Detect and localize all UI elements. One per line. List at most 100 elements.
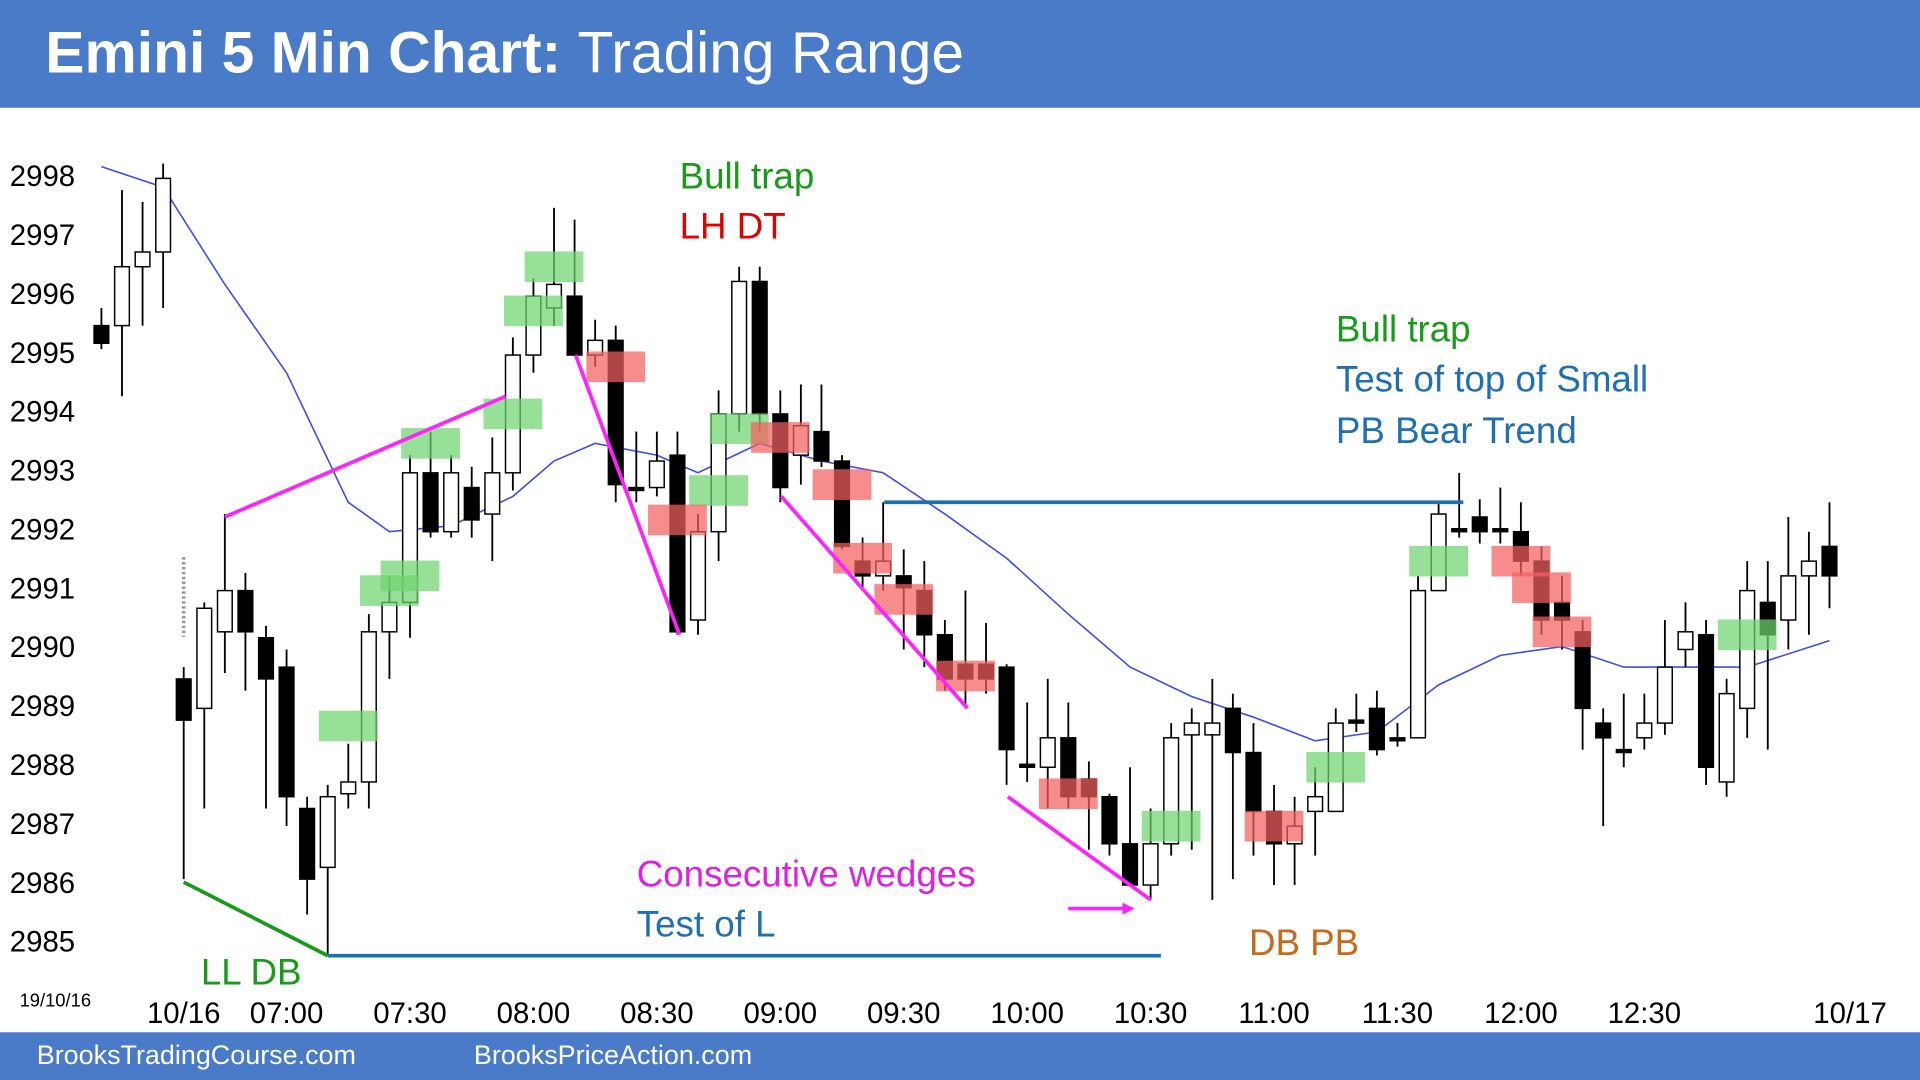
y-tick-label: 2997	[10, 219, 75, 252]
y-tick-label: 2988	[10, 749, 75, 782]
annotation: Test of L	[637, 904, 776, 945]
candle-body	[237, 589, 254, 633]
candle-body	[1039, 737, 1056, 768]
candle	[278, 649, 295, 827]
y-tick-label: 2996	[10, 278, 75, 311]
candle	[1697, 620, 1715, 785]
candle-body	[1409, 589, 1427, 739]
candle-body	[1615, 748, 1632, 754]
candle	[340, 743, 357, 809]
candle	[833, 455, 851, 550]
signal-highlight	[1491, 545, 1551, 577]
y-tick-label: 2993	[10, 455, 75, 488]
candle	[463, 466, 480, 538]
trend-line	[779, 495, 969, 710]
candle-body	[484, 472, 501, 515]
candle	[1121, 767, 1139, 886]
x-tick-label: 11:00	[1238, 997, 1309, 1030]
candle	[731, 266, 748, 432]
candle-body	[1204, 722, 1221, 736]
signal-highlight	[380, 560, 440, 592]
candle	[484, 437, 501, 562]
candle-body	[1800, 560, 1817, 577]
y-tick-label: 2985	[10, 926, 75, 959]
signal-highlight	[750, 422, 810, 453]
candle	[998, 664, 1015, 785]
trend-line	[573, 354, 682, 636]
candle-body	[340, 781, 357, 795]
y-tick-label: 2991	[10, 572, 75, 605]
candle-body	[628, 486, 645, 492]
date-stamp: 19/10/16	[20, 989, 91, 1010]
candle-body	[1348, 719, 1365, 724]
candle-body	[669, 454, 686, 633]
candle-body	[751, 280, 768, 415]
candle	[1101, 793, 1118, 856]
candle	[1780, 516, 1797, 650]
candle-body	[731, 280, 748, 415]
candle	[1019, 702, 1036, 782]
footer-right: BrooksPriceAction.com	[474, 1040, 752, 1070]
candle-body	[1101, 795, 1118, 845]
candle	[175, 667, 192, 880]
signal-highlight	[936, 660, 995, 692]
x-tick-label: 07:00	[250, 997, 324, 1030]
candle	[237, 572, 254, 691]
footer-band	[0, 1032, 1920, 1080]
candle-body	[319, 795, 336, 869]
candle	[1656, 620, 1673, 735]
candle	[299, 796, 316, 915]
candle	[1718, 678, 1735, 797]
signal-highlight	[1717, 619, 1777, 651]
candle	[113, 190, 131, 397]
title: Emini 5 Min Chart: Trading Range	[45, 20, 964, 85]
x-tick-label: 10/16	[147, 997, 221, 1030]
candle	[1595, 708, 1612, 827]
annotation: PB Bear Trend	[1336, 410, 1577, 451]
candle-body	[1656, 666, 1673, 724]
candle	[813, 384, 830, 467]
candle	[257, 625, 275, 809]
candle-body	[216, 589, 233, 633]
candle	[1471, 499, 1488, 544]
y-tick-label: 2987	[10, 808, 75, 841]
candle	[1821, 502, 1838, 609]
candle-body	[1389, 737, 1406, 742]
candle	[1759, 561, 1776, 750]
candle-body	[196, 607, 213, 710]
candle-body	[998, 666, 1015, 751]
candle	[1677, 602, 1694, 668]
trend-line	[182, 880, 329, 958]
signal-highlight	[504, 295, 563, 327]
candle	[751, 266, 768, 432]
annotation: Consecutive wedges	[637, 853, 976, 894]
candle	[1348, 693, 1365, 732]
candle-body	[1224, 707, 1241, 754]
candle-body	[381, 601, 398, 633]
candle	[134, 201, 151, 326]
signal-highlight	[1512, 572, 1571, 603]
y-tick-label: 2989	[10, 690, 75, 723]
candle-body	[648, 460, 665, 489]
signal-highlight	[401, 428, 460, 459]
candle	[1204, 678, 1221, 900]
candle	[1409, 575, 1427, 739]
y-tick-label: 2990	[10, 631, 75, 664]
y-tick-label: 2992	[10, 513, 75, 546]
y-tick-label: 2986	[10, 867, 75, 900]
signal-highlight	[1141, 810, 1201, 842]
x-tick-label: 10/17	[1813, 997, 1887, 1030]
signal-highlight	[524, 251, 584, 283]
signal-highlight	[1409, 545, 1468, 577]
candle-body	[689, 530, 707, 621]
candle-body	[1697, 634, 1715, 768]
candle	[360, 614, 377, 809]
signal-highlight	[586, 351, 646, 383]
candle	[1800, 531, 1817, 635]
candle	[1636, 693, 1653, 750]
candle-body	[813, 430, 830, 462]
candle-body	[257, 636, 275, 680]
candle-body	[1019, 763, 1036, 768]
candle-body	[463, 486, 480, 521]
